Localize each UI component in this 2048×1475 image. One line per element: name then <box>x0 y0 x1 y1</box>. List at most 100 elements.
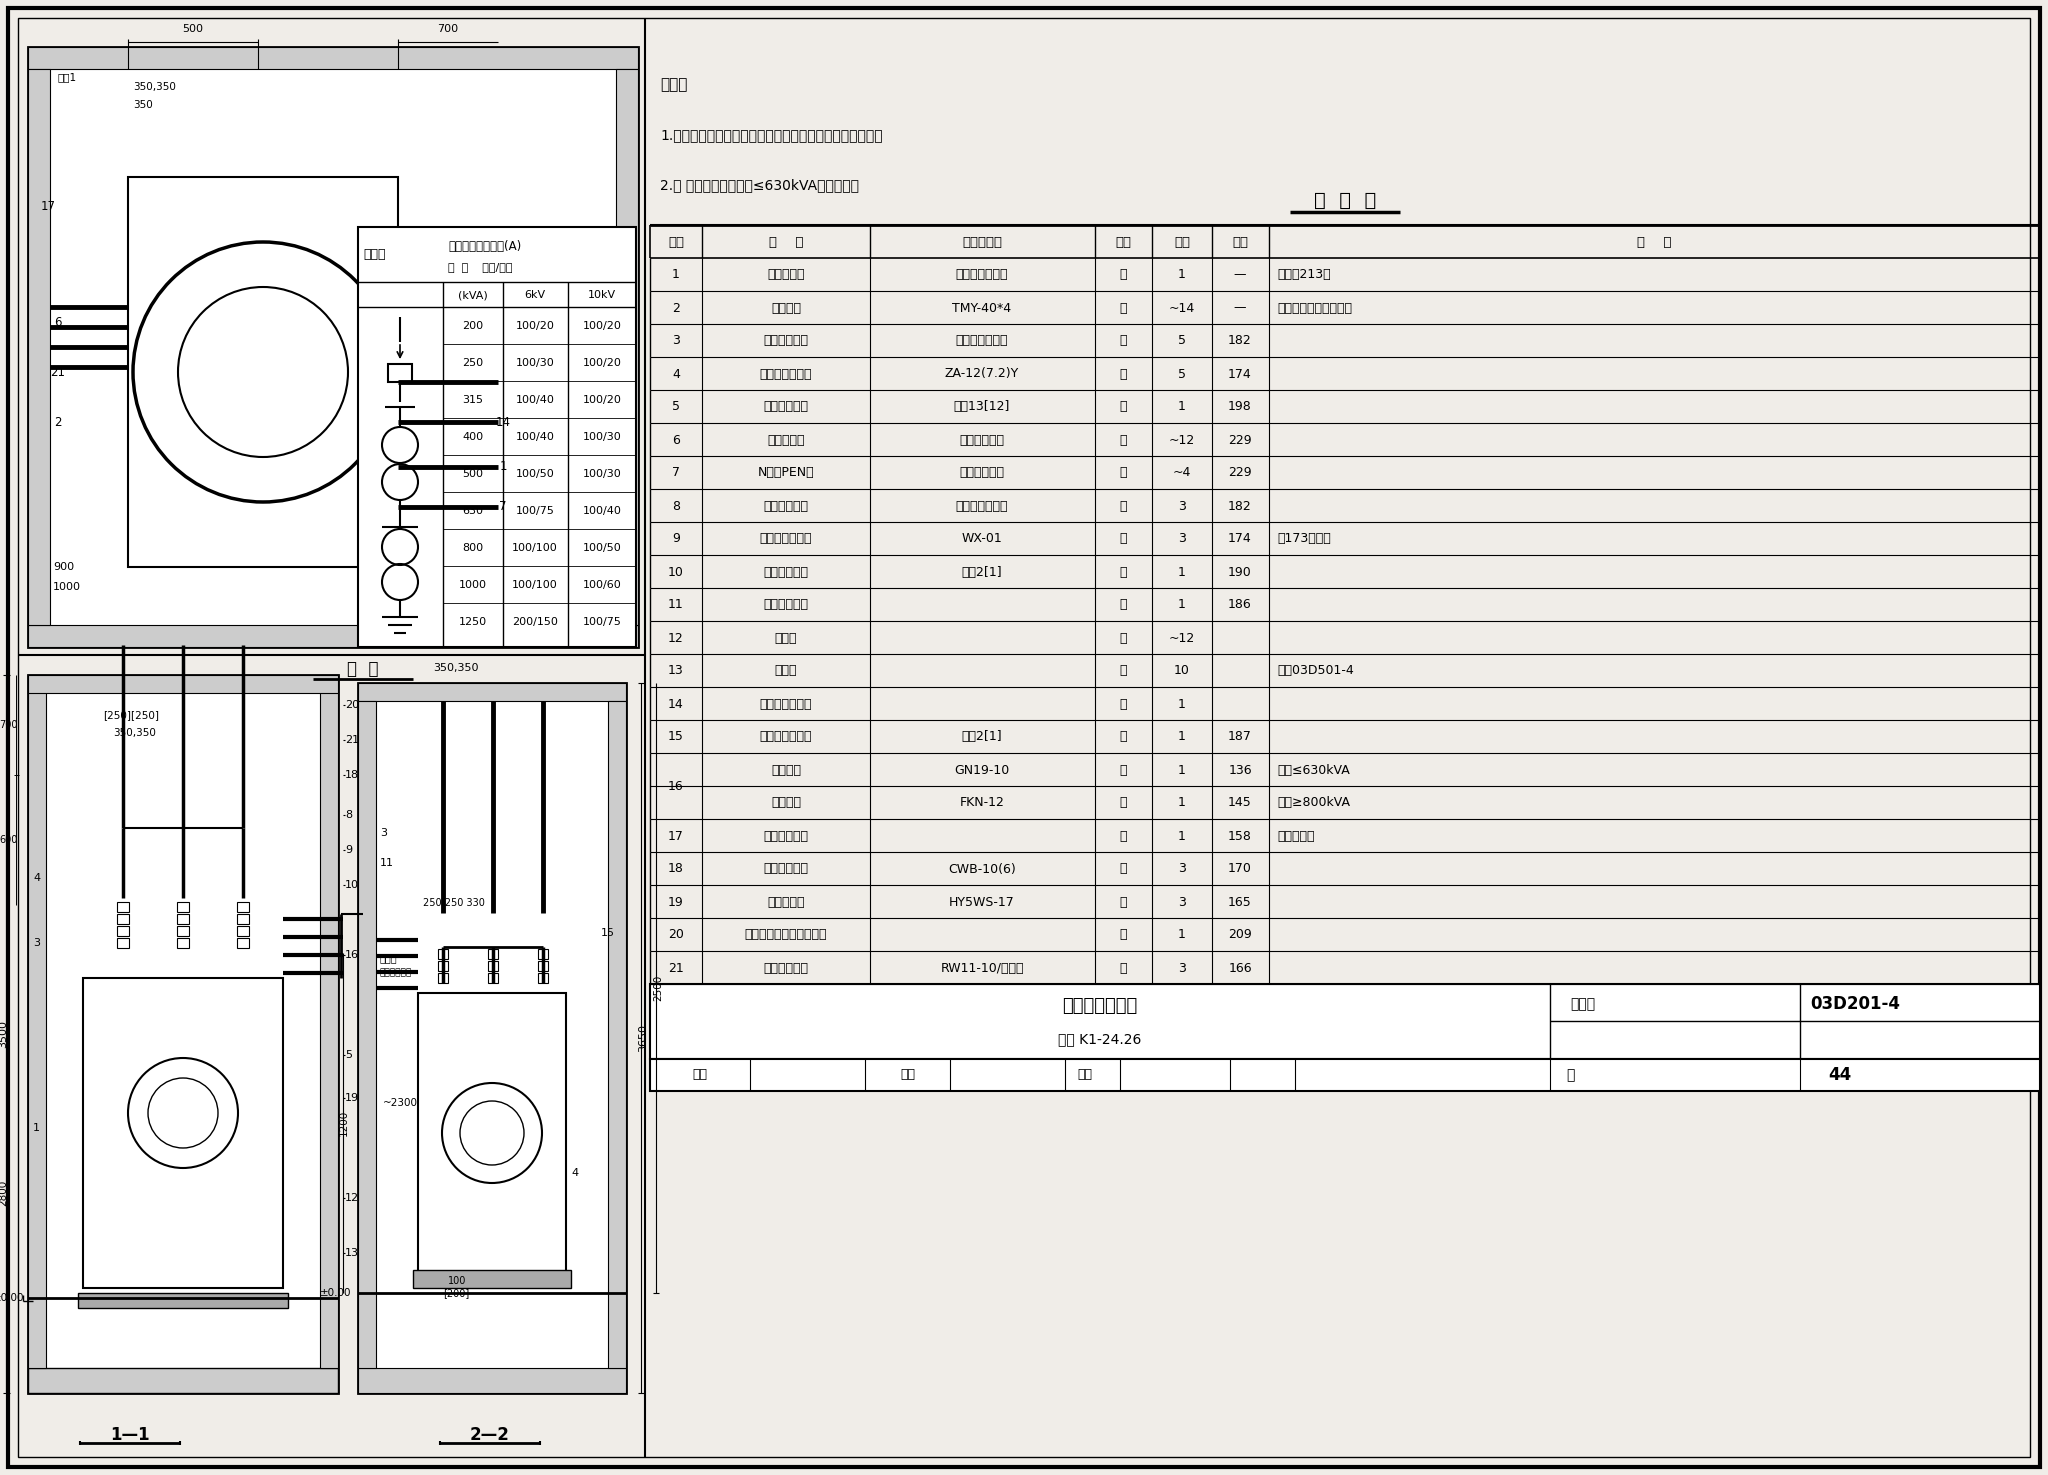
Text: 100/100: 100/100 <box>512 543 557 553</box>
Text: 350,350: 350,350 <box>133 83 176 91</box>
Text: 由工程设计确定: 由工程设计确定 <box>956 268 1008 282</box>
Text: 2—2: 2—2 <box>471 1426 510 1444</box>
Text: —: — <box>1233 268 1247 282</box>
Text: ±0.00: ±0.00 <box>0 1294 25 1302</box>
Text: 10: 10 <box>1174 665 1190 677</box>
Text: 负荷开关: 负荷开关 <box>770 796 801 810</box>
Text: 高压母线: 高压母线 <box>770 301 801 314</box>
Text: 1200: 1200 <box>340 1109 348 1136</box>
Text: 个: 个 <box>1120 863 1126 876</box>
Text: 187: 187 <box>1229 730 1251 743</box>
Text: 200/150: 200/150 <box>512 617 557 627</box>
Bar <box>29 676 338 693</box>
Text: 付: 付 <box>1120 335 1126 348</box>
Text: 户外穿墙套管: 户外穿墙套管 <box>764 863 809 876</box>
Text: 182: 182 <box>1229 335 1251 348</box>
Text: 100/20: 100/20 <box>582 358 621 367</box>
Text: 158: 158 <box>1229 829 1251 842</box>
Text: 900: 900 <box>53 562 74 572</box>
Text: 低压母线夹板: 低压母线夹板 <box>764 599 809 612</box>
Text: 200: 200 <box>463 322 483 330</box>
Bar <box>29 47 639 648</box>
Text: 个: 个 <box>1120 532 1126 546</box>
Text: 15: 15 <box>668 730 684 743</box>
Text: 重复接地装置: 重复接地装置 <box>381 969 412 978</box>
Bar <box>539 962 549 971</box>
Bar <box>438 974 449 982</box>
Text: ZA-12(7.2)Y: ZA-12(7.2)Y <box>944 367 1020 381</box>
Text: 设计: 设计 <box>1077 1068 1092 1081</box>
Bar <box>176 926 188 937</box>
Text: 型式2[1]: 型式2[1] <box>963 730 1001 743</box>
Bar <box>29 676 338 1392</box>
Text: 21: 21 <box>668 962 684 975</box>
Text: 100/75: 100/75 <box>516 506 555 516</box>
Text: 米: 米 <box>1120 631 1126 645</box>
Text: 1: 1 <box>1178 565 1186 578</box>
Text: 2800: 2800 <box>0 1180 8 1207</box>
Text: 166: 166 <box>1229 962 1251 975</box>
Bar <box>649 984 2040 1059</box>
Text: 6kV: 6kV <box>524 291 545 299</box>
Bar <box>176 903 188 912</box>
Text: 低压母线夹具: 低压母线夹具 <box>764 500 809 512</box>
Text: 600: 600 <box>0 835 18 845</box>
Bar <box>84 978 283 1288</box>
Text: 高压支柱络缘子: 高压支柱络缘子 <box>760 367 813 381</box>
Text: 10: 10 <box>668 565 684 578</box>
Text: 4: 4 <box>672 367 680 381</box>
Text: 1: 1 <box>1178 764 1186 776</box>
Text: 19: 19 <box>668 895 684 909</box>
Text: 4: 4 <box>571 1168 578 1179</box>
Bar <box>238 938 250 948</box>
Bar <box>487 974 498 982</box>
Text: 1: 1 <box>1178 698 1186 711</box>
Text: 电力变压器: 电力变压器 <box>768 268 805 282</box>
Text: 6: 6 <box>672 434 680 447</box>
Bar <box>418 993 565 1273</box>
Text: 1: 1 <box>1178 829 1186 842</box>
Text: ±0.00: ±0.00 <box>319 1288 352 1298</box>
Text: (kVA): (kVA) <box>459 291 487 299</box>
Text: 14: 14 <box>668 698 684 711</box>
Text: 页次: 页次 <box>1233 236 1247 248</box>
Text: 165: 165 <box>1229 895 1251 909</box>
Text: 700: 700 <box>0 720 18 730</box>
Text: 1: 1 <box>1178 599 1186 612</box>
Text: 20: 20 <box>344 701 358 709</box>
Bar <box>176 914 188 923</box>
Text: 1.侧墙上高压穿墙套管安装孔的平面位置由工程设计确定。: 1.侧墙上高压穿墙套管安装孔的平面位置由工程设计确定。 <box>659 128 883 142</box>
Text: 13: 13 <box>344 1248 358 1258</box>
Text: 18: 18 <box>344 770 358 780</box>
Text: 个: 个 <box>1120 962 1126 975</box>
Text: 3650: 3650 <box>639 1024 647 1052</box>
Text: 见附录（四）: 见附录（四） <box>961 434 1004 447</box>
Text: 136: 136 <box>1229 764 1251 776</box>
Bar <box>238 914 250 923</box>
Text: 198: 198 <box>1229 401 1251 413</box>
Text: 19: 19 <box>344 1093 358 1103</box>
Text: 6: 6 <box>53 316 61 329</box>
Text: GN19-10: GN19-10 <box>954 764 1010 776</box>
Text: 11: 11 <box>381 858 393 867</box>
Text: 3: 3 <box>1178 863 1186 876</box>
Text: 5: 5 <box>1178 335 1186 348</box>
Text: CWB-10(6): CWB-10(6) <box>948 863 1016 876</box>
Text: 5: 5 <box>1178 367 1186 381</box>
Text: 16: 16 <box>668 779 684 792</box>
Bar <box>29 625 639 648</box>
Text: 21: 21 <box>344 735 358 745</box>
Text: 500: 500 <box>182 24 203 34</box>
Text: 100/40: 100/40 <box>516 395 555 406</box>
Text: 校对: 校对 <box>901 1068 915 1081</box>
Text: 16: 16 <box>344 950 358 960</box>
Text: 100: 100 <box>449 1276 467 1286</box>
Text: 个: 个 <box>1120 565 1126 578</box>
Text: TMY-40*4: TMY-40*4 <box>952 301 1012 314</box>
Text: 按母线截面确定: 按母线截面确定 <box>956 500 1008 512</box>
Text: 个: 个 <box>1120 401 1126 413</box>
Text: 用于≥800kVA: 用于≥800kVA <box>1278 796 1350 810</box>
Text: 2: 2 <box>53 416 61 429</box>
Text: 用于≤630kVA: 用于≤630kVA <box>1278 764 1350 776</box>
Text: 数量: 数量 <box>1174 236 1190 248</box>
